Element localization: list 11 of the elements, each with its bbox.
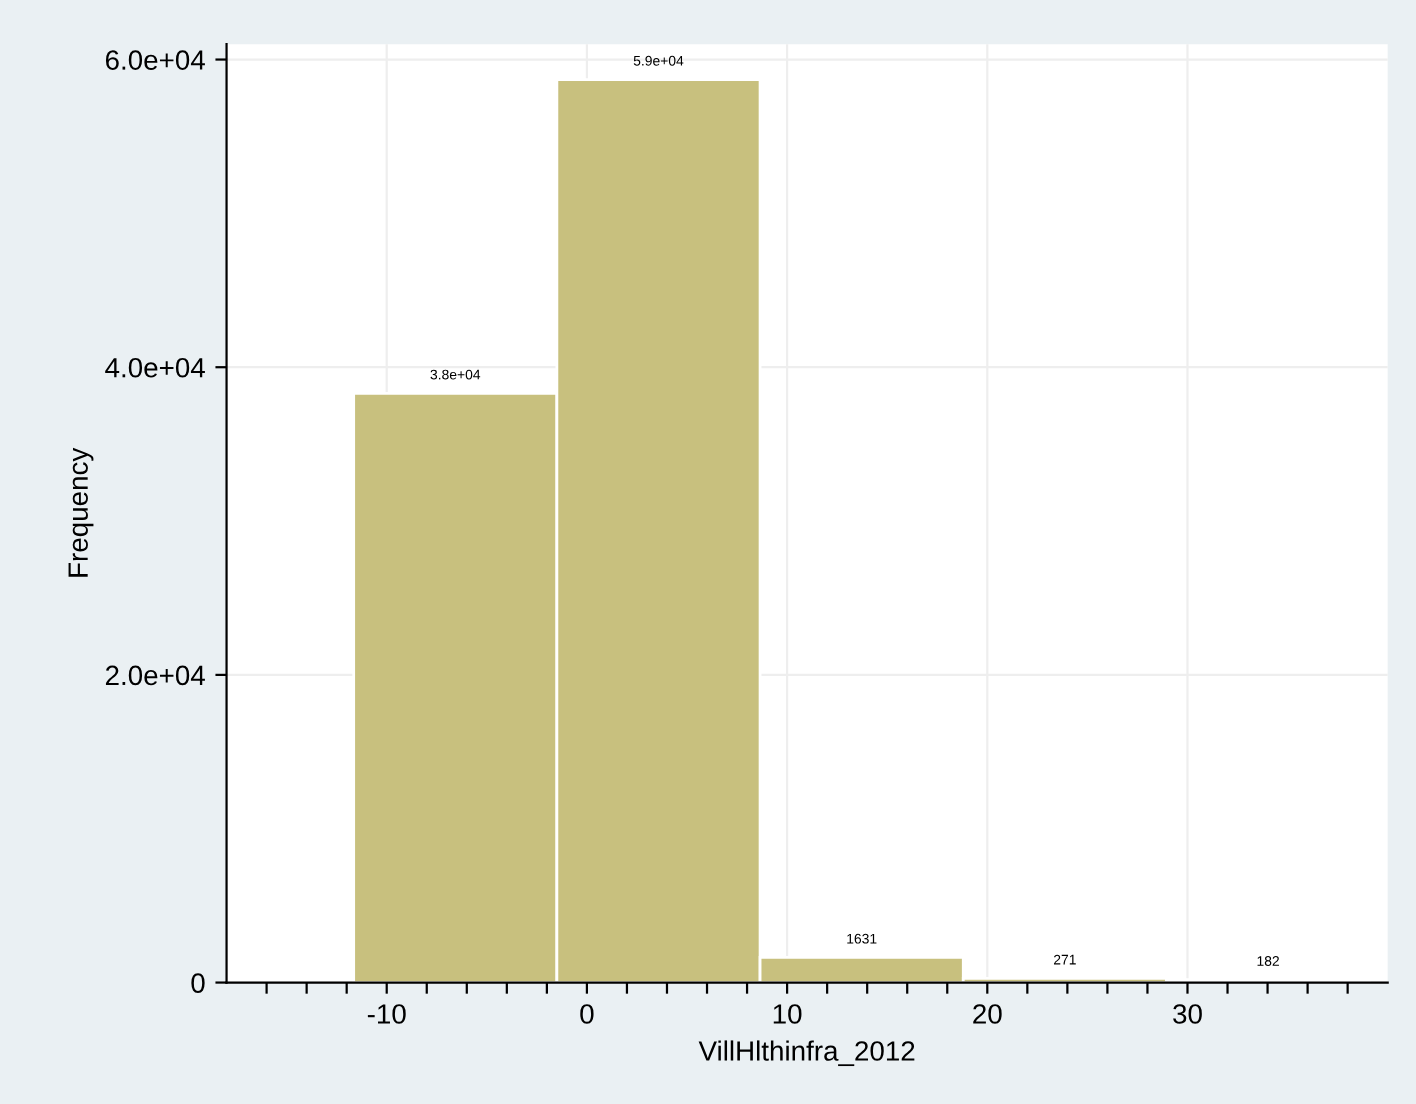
x-tick-label: 20	[973, 1004, 1002, 1024]
x-tick-label: -10	[367, 1004, 406, 1024]
x-tick-label: 10	[773, 1004, 802, 1024]
y-axis-title: Frequency	[68, 447, 94, 577]
y-tick-label: 2.0e+04	[105, 665, 205, 686]
y-tick-label: 6.0e+04	[105, 50, 205, 70]
x-tick-label: 0	[580, 1004, 594, 1024]
x-axis-title: VillHlthinfra_2012	[698, 1040, 915, 1067]
y-tick-label: 0	[191, 973, 205, 993]
y-tick-label: 4.0e+04	[105, 357, 205, 378]
x-tick-label: 30	[1173, 1004, 1202, 1024]
